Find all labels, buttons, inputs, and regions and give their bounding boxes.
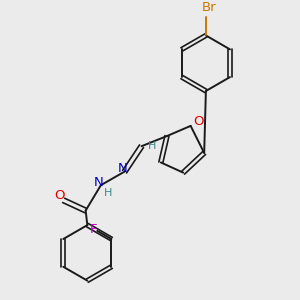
Text: Br: Br <box>201 2 216 14</box>
Text: N: N <box>93 176 103 189</box>
Text: O: O <box>193 115 203 128</box>
Text: H: H <box>148 140 156 151</box>
Text: N: N <box>118 162 128 176</box>
Text: F: F <box>89 223 97 236</box>
Text: H: H <box>104 188 112 198</box>
Text: O: O <box>54 189 65 202</box>
